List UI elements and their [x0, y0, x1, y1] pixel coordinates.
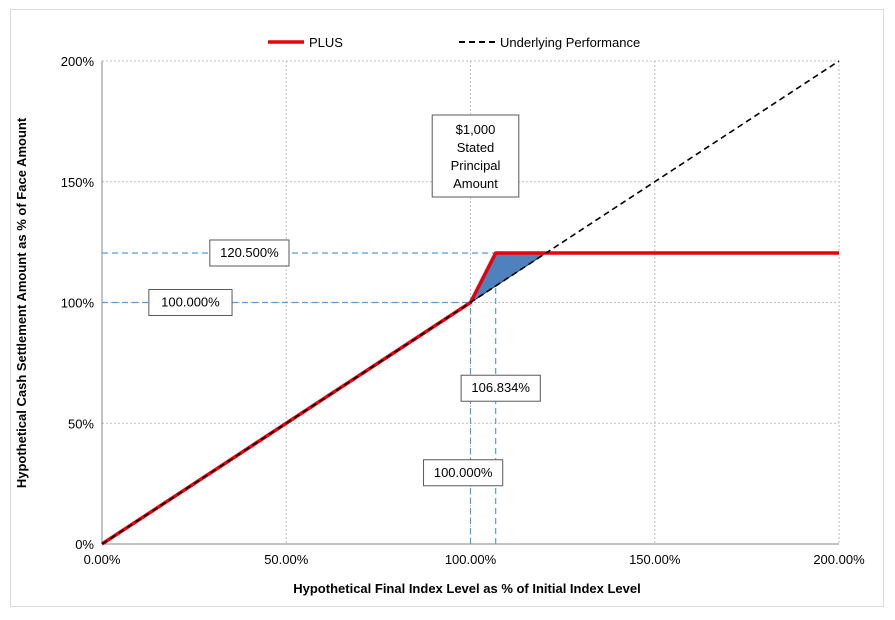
initial-index-level-annotation-text: 100.000% [434, 465, 493, 480]
x-tick-label: 0.00% [84, 552, 121, 567]
annotations: $1,000 Stated Principal Amount 120.500% 100.0… [148, 114, 541, 487]
legend-label-plus: PLUS [309, 35, 343, 50]
tick-labels: 0.00% 50.00% 100.00% 150.00% 200.00% 0% 50% 100… [61, 54, 865, 567]
stated-principal-annotation: $1,000 Stated Principal Amount [431, 114, 520, 198]
legend: PLUS Underlying Performance [268, 35, 640, 50]
y-tick-label: 200% [61, 54, 95, 69]
y-axis-title: Hypothetical Cash Settlement Amount as %… [14, 117, 29, 488]
x-tick-label: 200.00% [813, 552, 865, 567]
x-tick-label: 50.00% [264, 552, 309, 567]
stated-principal-annotation-text: Principal [451, 158, 501, 173]
principal-level-annotation-box [148, 289, 233, 316]
y-tick-label: 100% [61, 296, 95, 311]
underlying-performance-line [101, 60, 840, 545]
stated-principal-annotation-text: $1,000 [456, 122, 496, 137]
initial-index-level-annotation-box [423, 459, 504, 487]
x-tick-label: 100.00% [445, 552, 497, 567]
principal-level-annotation-text: 100.000% [161, 295, 220, 310]
principal-level-annotation: 100.000% [148, 289, 233, 316]
initial-index-level-annotation: 100.000% [423, 459, 504, 487]
cap-level-annotation-text: 120.500% [220, 245, 279, 260]
cap-index-level-annotation: 106.834% [460, 374, 541, 402]
legend-label-underlying: Underlying Performance [500, 35, 640, 50]
y-tick-label: 150% [61, 175, 95, 190]
chart: 0.00% 50.00% 100.00% 150.00% 200.00% 0% 50% 100… [14, 35, 865, 596]
y-tick-label: 50% [68, 416, 94, 431]
cap-level-annotation: 120.500% [209, 239, 290, 267]
stated-principal-annotation-text: Stated [457, 140, 495, 155]
x-tick-label: 150.00% [629, 552, 681, 567]
series-lines [101, 60, 840, 546]
chart-frame: 0.00% 50.00% 100.00% 150.00% 200.00% 0% 50% 100… [10, 9, 884, 607]
cap-index-level-annotation-box [460, 374, 541, 402]
stated-principal-annotation-text: Amount [453, 176, 498, 191]
x-axis-title: Hypothetical Final Index Level as % of I… [293, 581, 640, 596]
cap-level-annotation-box [209, 239, 290, 267]
y-tick-label: 0% [75, 537, 94, 552]
stated-principal-annotation-box [431, 114, 520, 198]
cap-index-level-annotation-text: 106.834% [471, 380, 530, 395]
